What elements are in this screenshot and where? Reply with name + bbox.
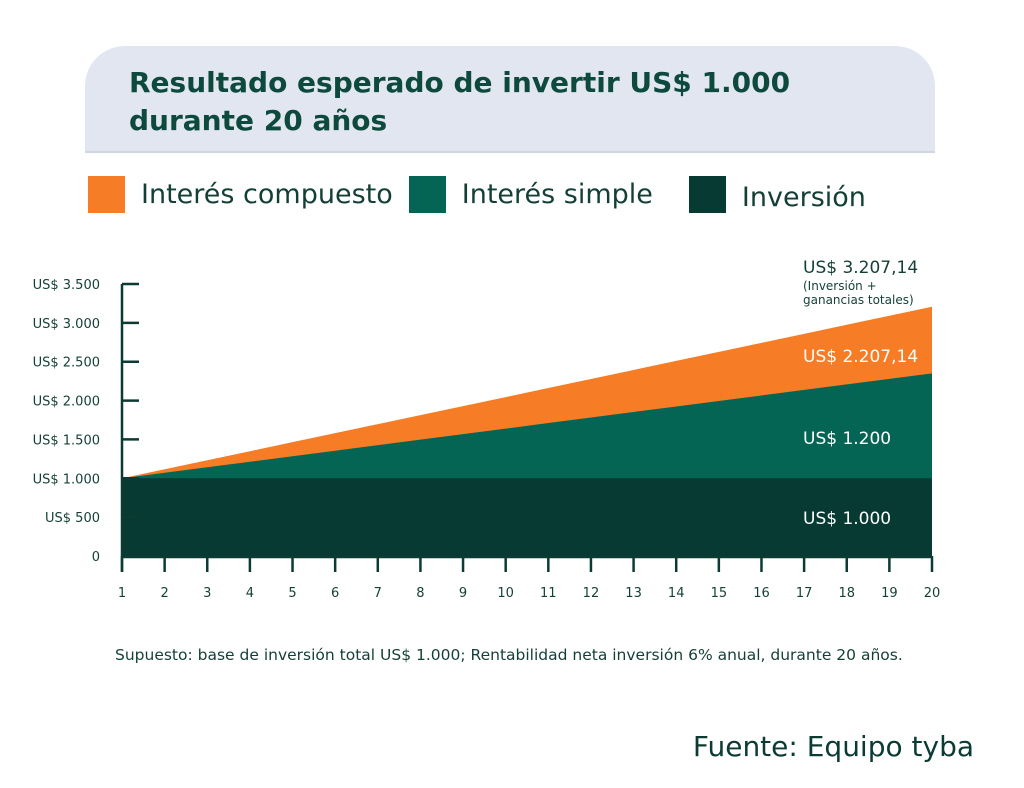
y-tick-label: US$ 500 (45, 511, 100, 526)
x-tick-label: 15 (711, 586, 728, 601)
legend-swatch (688, 176, 726, 213)
total-note: ganancias totales) (803, 293, 914, 307)
area-inversión (122, 478, 932, 556)
total-label: US$ 3.207,14 (803, 258, 918, 278)
x-tick-label: 6 (331, 586, 339, 601)
legend-item-simple: Interés simple (408, 176, 653, 213)
title-box: Resultado esperado de invertir US$ 1.000… (85, 46, 935, 153)
x-tick-label: 8 (416, 586, 424, 601)
legend-swatch (408, 176, 446, 213)
x-tick-label: 14 (668, 586, 685, 601)
legend-label: Inversión (741, 182, 866, 213)
x-tick-label: 13 (625, 586, 642, 601)
y-tick-label: US$ 3.000 (33, 317, 100, 332)
y-tick-label: US$ 2.500 (33, 356, 100, 371)
x-tick-label: 9 (459, 586, 467, 601)
simple-label: US$ 1.200 (803, 429, 891, 449)
y-tick-label: US$ 1.000 (33, 472, 100, 487)
legend-swatch (88, 176, 125, 213)
y-tick-label: US$ 1.500 (33, 433, 100, 448)
legend-label: Interés compuesto (141, 179, 393, 210)
x-tick-label: 1 (118, 586, 126, 601)
x-tick-label: 2 (160, 586, 168, 601)
compound-label: US$ 2.207,14 (803, 347, 918, 367)
x-tick-label: 20 (924, 586, 941, 601)
x-tick-label: 11 (540, 586, 557, 601)
x-tick-label: 16 (753, 586, 770, 601)
y-tick-label: 0 (92, 550, 100, 565)
y-tick-label: US$ 3.500 (33, 278, 100, 293)
legend-label: Interés simple (461, 179, 653, 210)
x-tick-label: 18 (838, 586, 855, 601)
x-tick-label: 7 (374, 586, 382, 601)
x-tick-label: 12 (583, 586, 600, 601)
legend: Interés compuesto Interés simple Inversi… (88, 176, 882, 213)
legend-item-compound: Interés compuesto (88, 176, 393, 213)
total-note: (Inversión + (803, 279, 877, 293)
x-tick-label: 4 (246, 586, 254, 601)
x-tick-label: 19 (881, 586, 898, 601)
x-tick-label: 5 (288, 586, 296, 601)
x-tick-label: 17 (796, 586, 813, 601)
source: Fuente: Equipo tyba (692, 730, 974, 763)
assumption-note: Supuesto: base de inversión total US$ 1.… (115, 646, 903, 664)
x-tick-label: 3 (203, 586, 211, 601)
y-tick-label: US$ 2.000 (33, 395, 100, 410)
x-tick-label: 10 (497, 586, 514, 601)
investment-label: US$ 1.000 (803, 509, 891, 529)
chart-title: Resultado esperado de invertir US$ 1.000… (129, 66, 791, 137)
legend-item-investment: Inversión (688, 176, 866, 213)
